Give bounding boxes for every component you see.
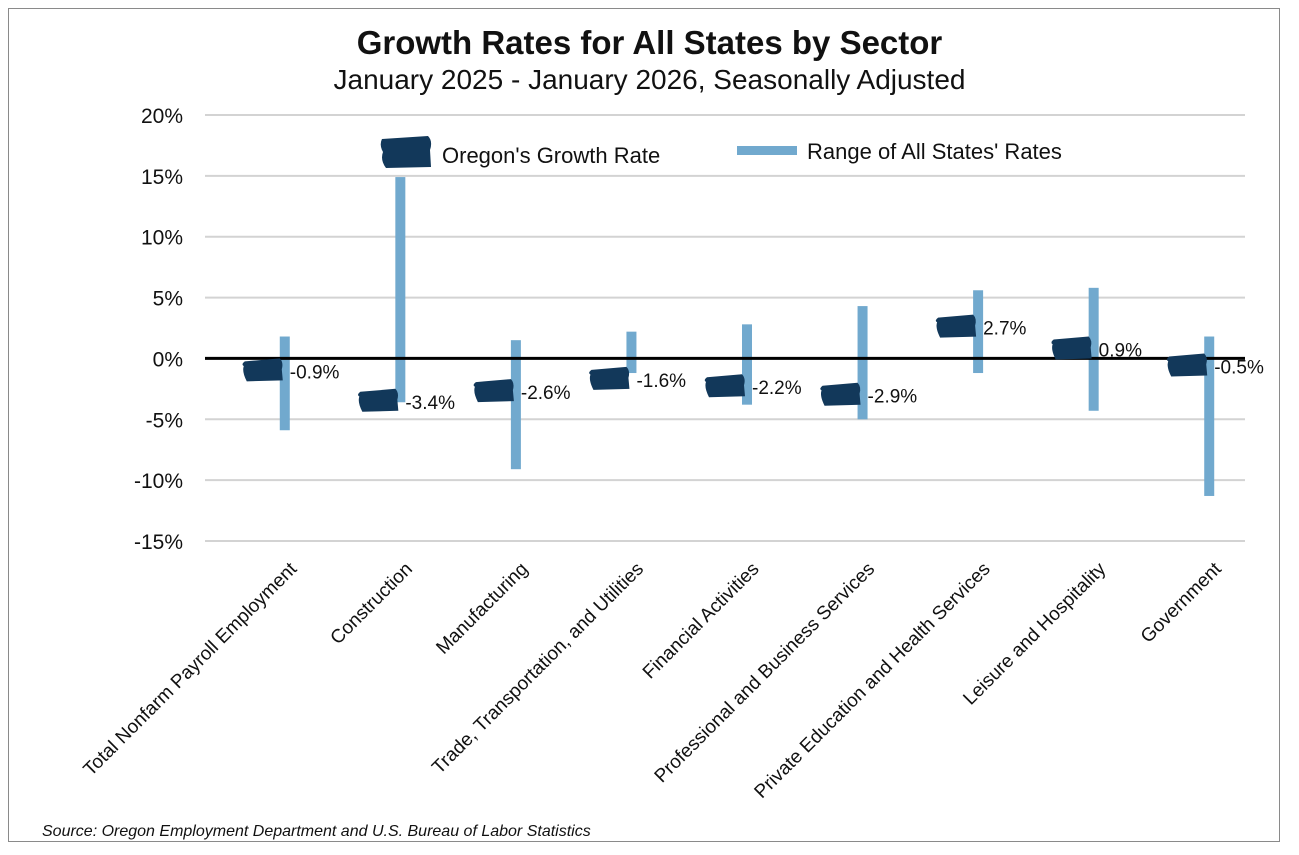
value-label: 2.7% <box>983 319 1026 340</box>
range-bar <box>395 177 406 403</box>
chart-subtitle: January 2025 - January 2026, Seasonally … <box>333 64 966 95</box>
range-bar <box>973 290 984 374</box>
legend-range-label: Range of All States' Rates <box>807 139 1062 164</box>
y-tick-label: 0% <box>153 348 183 371</box>
value-label: -2.2% <box>752 378 802 399</box>
x-tick-label: Financial Activities <box>639 559 764 684</box>
source-note: Source: Oregon Employment Department and… <box>42 823 591 840</box>
x-tick-label: Professional and Business Services <box>651 559 879 787</box>
range-bar <box>279 336 290 431</box>
range-bar <box>742 324 752 405</box>
value-labels: -0.9% -3.4% -2.6% -1.6% -2.2% -2.9% 2.7% 0.9% -0… <box>290 319 1264 414</box>
range-bar <box>857 306 868 420</box>
oregon-marker <box>358 388 399 412</box>
oregon-marker <box>242 358 283 382</box>
oregon-marker <box>473 379 514 403</box>
legend: Oregon's Growth Rate Range of All States… <box>380 136 1062 168</box>
value-label: -2.9% <box>868 387 918 408</box>
x-tick-label: Manufacturing <box>432 559 532 659</box>
gridlines <box>205 114 1245 542</box>
x-axis: Total Nonfarm Payroll Employment Construc… <box>80 558 1227 803</box>
oregon-marker <box>820 382 861 406</box>
legend-range-swatch <box>737 146 797 155</box>
y-tick-label: 20% <box>141 105 183 128</box>
value-label: -2.6% <box>521 383 571 404</box>
x-tick-label: Total Nonfarm Payroll Employment <box>80 558 302 780</box>
oregon-marker <box>704 374 745 398</box>
oregon-markers <box>242 314 1208 412</box>
y-tick-label: 5% <box>153 288 183 311</box>
y-tick-label: -10% <box>134 470 183 493</box>
oregon-marker <box>935 314 977 338</box>
legend-oregon-swatch <box>380 136 432 168</box>
range-bar <box>510 340 521 470</box>
x-tick-label: Private Education and Health Services <box>751 559 995 803</box>
y-tick-label: -5% <box>146 409 183 432</box>
oregon-marker <box>1166 353 1208 377</box>
chart-title: Growth Rates for All States by Sector <box>356 24 943 61</box>
value-label: -0.5% <box>1214 358 1264 379</box>
oregon-marker <box>589 366 630 390</box>
value-label: -3.4% <box>405 393 455 414</box>
y-tick-label: 15% <box>141 166 183 189</box>
value-label: 0.9% <box>1099 340 1142 361</box>
value-label: -1.6% <box>636 371 686 392</box>
x-tick-label: Government <box>1137 558 1226 647</box>
range-bar <box>626 331 637 374</box>
range-bar <box>1088 287 1099 411</box>
legend-oregon-label: Oregon's Growth Rate <box>442 143 660 168</box>
chart-frame <box>8 8 1280 842</box>
value-label: -0.9% <box>290 362 340 383</box>
x-tick-label: Trade, Transportation, and Utilities <box>428 559 648 779</box>
oregon-marker <box>1051 336 1092 360</box>
y-axis: 20% 15% 10% 5% 0% -5% -10% -15% <box>134 105 183 554</box>
range-bar <box>1204 336 1215 496</box>
y-tick-label: -15% <box>134 531 183 554</box>
y-tick-label: 10% <box>141 227 183 250</box>
range-bars <box>279 177 1215 496</box>
x-tick-label: Construction <box>327 559 417 649</box>
